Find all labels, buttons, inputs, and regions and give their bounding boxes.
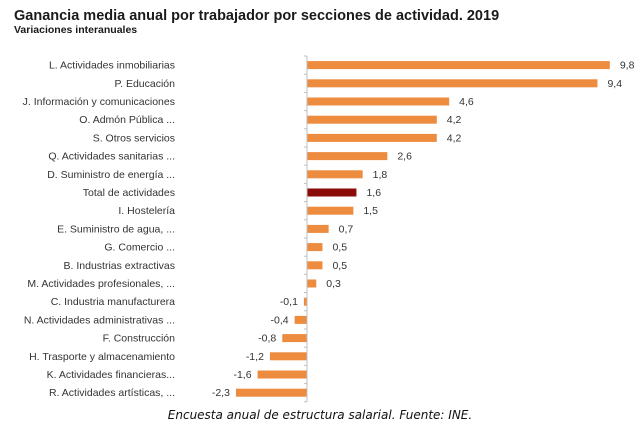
value-label: 1,8 — [373, 169, 388, 181]
bar — [307, 243, 323, 252]
bar — [307, 188, 357, 197]
value-label: -0,1 — [280, 296, 298, 308]
bar — [307, 133, 437, 142]
category-label: S. Otros servicios — [93, 132, 175, 144]
value-label: -0,8 — [258, 333, 276, 345]
bar — [307, 115, 437, 124]
value-label: 0,5 — [332, 242, 347, 254]
category-label: B. Industrias extractivas — [64, 260, 175, 272]
category-label: G. Comercio ... — [104, 242, 175, 254]
category-label: N. Actividades administrativas ... — [24, 314, 175, 326]
y-axis — [304, 55, 308, 403]
category-label: J. Información y comunicaciones — [23, 96, 175, 108]
value-label: 4,2 — [447, 114, 462, 126]
bar — [307, 61, 610, 70]
bar — [307, 206, 354, 215]
value-label: -1,6 — [233, 369, 251, 381]
value-label: -0,4 — [271, 314, 289, 326]
bar — [303, 297, 307, 306]
bar — [294, 315, 307, 324]
value-label: 2,6 — [397, 151, 412, 163]
value-label: 9,4 — [607, 78, 622, 90]
bar — [257, 370, 307, 379]
category-label: I. Hostelería — [118, 205, 175, 217]
category-label: Q. Actividades sanitarias ... — [48, 151, 175, 163]
value-label: 0,7 — [339, 223, 354, 235]
category-label: D. Suministro de energía ... — [47, 169, 175, 181]
bar — [307, 261, 323, 270]
value-label: 0,5 — [332, 260, 347, 272]
category-label: F. Construcción — [103, 333, 176, 345]
category-label: K. Actividades financieras... — [47, 369, 175, 381]
category-label: O. Admón Pública ... — [79, 114, 175, 126]
value-label: -1,2 — [246, 351, 264, 363]
bar — [307, 170, 363, 179]
value-label: 1,5 — [363, 205, 378, 217]
category-label: P. Educación — [114, 78, 175, 90]
bar — [282, 334, 307, 343]
value-label: -2,3 — [212, 387, 230, 399]
value-label: 4,2 — [447, 132, 462, 144]
category-label: L. Actividades inmobiliarias — [49, 60, 175, 72]
bar — [269, 352, 307, 361]
chart-title: Ganancia media anual por trabajador por … — [14, 8, 500, 24]
category-label: C. Industria manufacturera — [51, 296, 175, 308]
category-label: E. Suministro de agua, ... — [57, 223, 175, 235]
category-label: M. Actividades profesionales, ... — [27, 278, 175, 290]
bar — [307, 279, 317, 288]
labels-group: L. Actividades inmobiliarias 9,8 P. Educac… — [23, 60, 635, 400]
category-label: H. Trasporte y almacenamiento — [29, 351, 175, 363]
value-label: 1,6 — [366, 187, 381, 199]
value-label: 9,8 — [620, 60, 635, 72]
category-label: Total de actividades — [83, 187, 175, 199]
chart-subtitle: Variaciones interanuales — [14, 24, 138, 36]
value-label: 4,6 — [459, 96, 474, 108]
bar — [307, 97, 450, 106]
bar — [307, 79, 598, 88]
bar — [235, 388, 307, 397]
bar — [307, 224, 329, 233]
category-label: R. Actividades artísticas, ... — [49, 387, 175, 399]
source-caption: Encuesta anual de estructura salarial. F… — [167, 408, 473, 422]
bars-group — [235, 61, 610, 397]
value-label: 0,3 — [326, 278, 341, 290]
bar — [307, 152, 388, 161]
